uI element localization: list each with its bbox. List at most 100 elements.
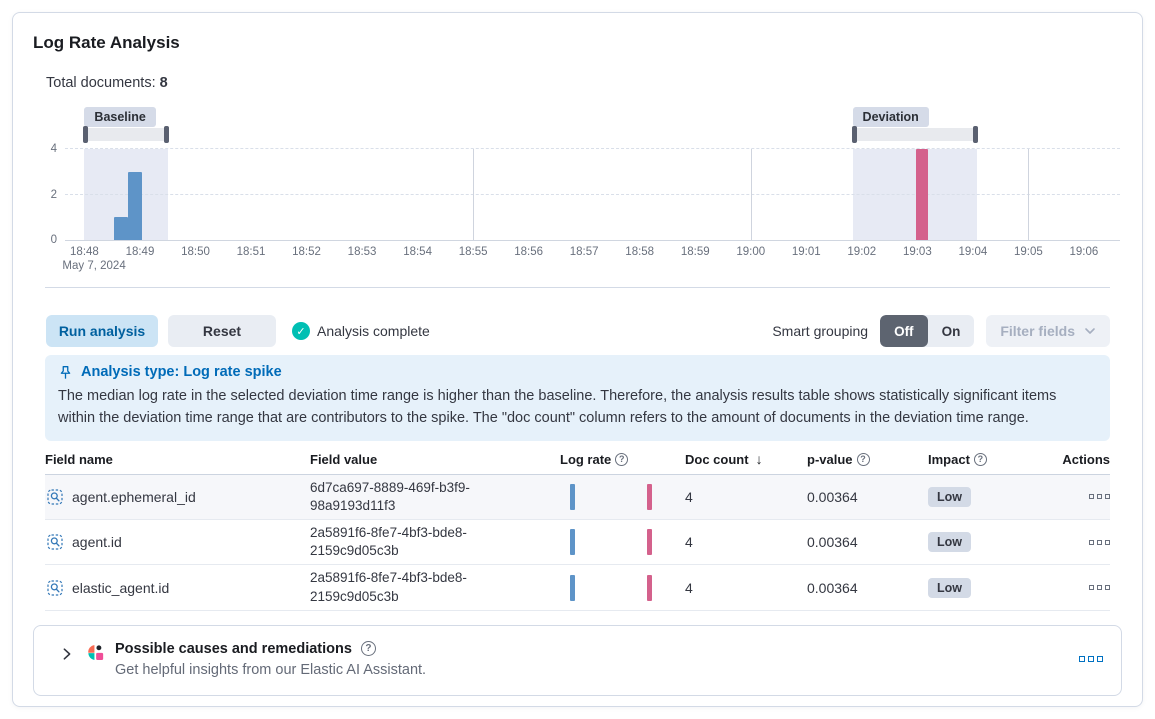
ai-assistant-icon (88, 644, 104, 660)
baseline-bar (114, 217, 129, 240)
field-filter-icon (47, 534, 63, 550)
deviation-badge: Deviation (852, 107, 929, 127)
log-rate-analysis-panel: Log Rate Analysis Total documents: 8 Bas… (12, 12, 1143, 707)
impact-badge: Low (928, 486, 971, 507)
x-axis-tick: 18:53 (347, 246, 377, 258)
page-title: Log Rate Analysis (33, 33, 180, 52)
expand-insights-button[interactable] (58, 645, 76, 663)
smart-grouping-label: Smart grouping (772, 323, 869, 339)
deviation-mini-bar (647, 529, 652, 556)
sort-desc-icon: ↓ (755, 451, 763, 467)
column-header-doc-count[interactable]: Doc count ↓ (685, 451, 763, 467)
field-filter-icon (47, 579, 63, 596)
field-value-cell: 2a5891f6-8fe7-4bf3-bde8-2159c9d05c3b (310, 524, 467, 559)
baseline-bar (128, 171, 143, 240)
impact-cell: Low (928, 532, 1045, 553)
field-value-cell: 6d7ca697-8889-469f-b3f9-98a9193d11f3 (310, 479, 470, 513)
column-header-p-value[interactable]: p-value? (807, 452, 928, 467)
smart-grouping-toggle: Off On (880, 315, 975, 347)
row-actions-button[interactable] (1089, 494, 1110, 500)
run-analysis-button[interactable]: Run analysis (46, 315, 158, 347)
doc-count-cell: 4 (685, 534, 693, 551)
x-axis-tick: 18:57 (569, 246, 599, 258)
log-rate-mini-chart (560, 482, 685, 512)
deviation-mini-bar (647, 574, 652, 601)
row-actions-button[interactable] (1089, 539, 1110, 545)
banner-body: The median log rate in the selected devi… (58, 388, 1057, 426)
insights-panel: Possible causes and remediations ? Get h… (33, 624, 1122, 696)
info-icon[interactable]: ? (856, 452, 870, 466)
total-documents: Total documents: 8 (46, 75, 168, 91)
table-row: agent.ephemeral_id 6d7ca697-8889-469f-b3f… (45, 474, 1110, 520)
chart-brush-layer (65, 126, 1120, 143)
baseline-mini-bar (570, 574, 575, 601)
check-circle-icon: ✓ (292, 322, 310, 340)
x-axis-tick: 19:02 (847, 246, 877, 258)
deviation-brush[interactable] (851, 126, 979, 143)
column-header-field-name: Field name (45, 451, 113, 467)
baseline-mini-bar (570, 529, 575, 556)
chart-plot[interactable]: 0 2 4 18:48 18:49 18:50 18:51 18:52 18:53 18:54 18… (51, 143, 1120, 272)
x-axis-tick: 18:58 (625, 246, 655, 258)
info-icon[interactable]: ? (973, 452, 987, 466)
field-name-cell: agent.id (45, 534, 310, 550)
x-axis-tick: 19:04 (958, 246, 988, 258)
controls-bar: Run analysis Reset ✓ Analysis complete S… (46, 315, 1110, 347)
info-icon[interactable]: ? (615, 452, 629, 466)
impact-cell: Low (928, 486, 1045, 507)
banner-title: Analysis type: Log rate spike (81, 364, 282, 380)
impact-cell: Low (928, 577, 1045, 598)
reset-button[interactable]: Reset (168, 315, 276, 347)
table-header-row: Field name Field value Log rate? Doc count ↓… (45, 445, 1110, 475)
field-name: agent.ephemeral_id (72, 488, 196, 505)
x-axis-tick: 19:03 (902, 246, 932, 258)
x-axis-tick: 19:00 (736, 246, 766, 258)
filter-fields-button[interactable]: Filter fields (986, 315, 1110, 347)
field-value-cell: 2a5891f6-8fe7-4bf3-bde8-2159c9d05c3b (310, 570, 467, 604)
analysis-type-banner: Analysis type: Log rate spike The median… (45, 355, 1110, 441)
x-axis-tick: 18:52 (292, 246, 321, 258)
help-icon[interactable]: ? (360, 641, 376, 657)
x-axis-tick: 18:50 (181, 246, 210, 258)
impact-badge: Low (928, 577, 971, 598)
insights-title: Possible causes and remediations (115, 640, 352, 657)
p-value-cell: 0.00364 (807, 534, 858, 551)
x-axis-tick: 18:56 (514, 246, 544, 258)
baseline-brush[interactable] (83, 126, 169, 143)
deviation-mini-bar (647, 483, 652, 510)
y-axis-label: 4 (50, 143, 57, 155)
x-axis-tick: 19:01 (791, 246, 821, 258)
x-axis-tick: 18:51 (236, 246, 266, 258)
total-documents-value: 8 (159, 75, 168, 91)
toggle-off-button[interactable]: Off (880, 315, 928, 347)
insights-text: Possible causes and remediations ? Get h… (115, 641, 426, 678)
chevron-down-icon (1085, 328, 1095, 334)
deviation-window[interactable] (852, 149, 978, 240)
chart-badge-layer: Baseline Deviation (65, 107, 1120, 127)
results-table: Field name Field value Log rate? Doc count ↓… (45, 445, 1110, 611)
column-header-impact[interactable]: Impact? (928, 452, 1045, 467)
toggle-on-button[interactable]: On (941, 323, 961, 339)
impact-badge: Low (928, 532, 971, 553)
y-gridline (65, 148, 1120, 149)
table-row: elastic_agent.id 2a5891f6-8fe7-4bf3-bde8-… (45, 565, 1110, 611)
x-axis-tick: 18:49 (125, 246, 155, 258)
pin-icon (60, 365, 71, 379)
baseline-badge: Baseline (84, 107, 156, 127)
column-header-actions: Actions (1062, 451, 1110, 467)
x-gridline (1028, 149, 1030, 240)
x-axis-tick: 18:48 (70, 246, 99, 258)
row-actions-button[interactable] (1089, 585, 1110, 591)
baseline-mini-bar (570, 483, 575, 510)
divider (45, 287, 1110, 288)
y-gridline (65, 193, 1120, 195)
deviation-bar (915, 149, 928, 240)
insights-actions-button[interactable] (1079, 656, 1103, 663)
x-axis-tick: 19:05 (1013, 246, 1043, 258)
chevron-right-icon (63, 648, 71, 660)
log-rate-mini-chart (560, 527, 685, 557)
document-count-chart: Baseline Deviation 0 2 4 18:48 18:49 18:50 18:5… (33, 105, 1122, 275)
x-gridline (473, 149, 475, 240)
field-name: agent.id (72, 534, 122, 551)
column-header-log-rate[interactable]: Log rate? (560, 452, 685, 467)
